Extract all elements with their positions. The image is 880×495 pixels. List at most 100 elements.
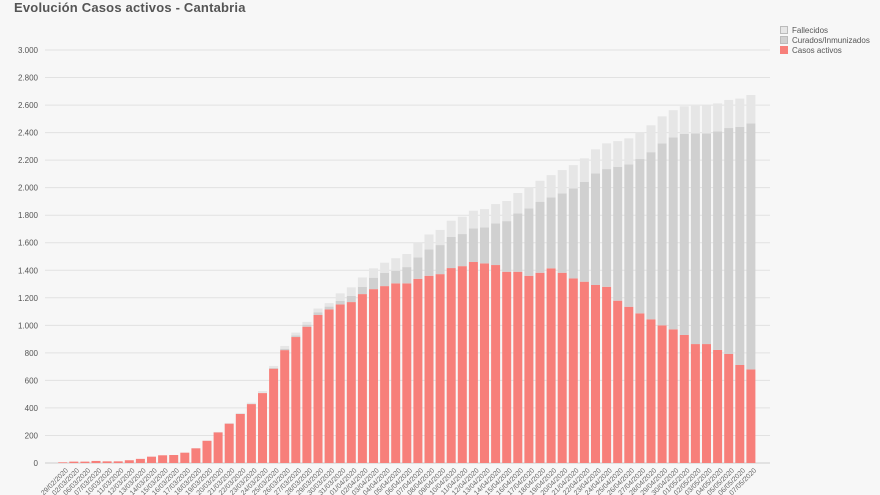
bar-fallecidos[interactable]	[724, 99, 734, 129]
bar-curados-inmunizados[interactable]	[557, 193, 567, 273]
bar-curados-inmunizados[interactable]	[624, 164, 634, 307]
bar-curados-inmunizados[interactable]	[635, 159, 645, 314]
bar-casos-activos[interactable]	[113, 461, 123, 463]
bar-casos-activos[interactable]	[624, 306, 634, 463]
bar-fallecidos[interactable]	[568, 165, 578, 189]
bar-fallecidos[interactable]	[258, 391, 267, 394]
bar-fallecidos[interactable]	[413, 242, 423, 258]
bar-curados-inmunizados[interactable]	[413, 257, 423, 279]
bar-curados-inmunizados[interactable]	[524, 208, 534, 276]
bar-fallecidos[interactable]	[324, 303, 334, 307]
bar-fallecidos[interactable]	[624, 138, 634, 165]
bar-fallecidos[interactable]	[402, 254, 412, 268]
bar-casos-activos[interactable]	[702, 344, 711, 463]
bar-curados-inmunizados[interactable]	[613, 166, 623, 301]
bar-casos-activos[interactable]	[635, 313, 645, 463]
legend-item-curados[interactable]: Curados/Inmunizados	[780, 35, 870, 45]
bar-curados-inmunizados[interactable]	[313, 312, 323, 316]
bar-fallecidos[interactable]	[357, 277, 367, 287]
bar-casos-activos[interactable]	[535, 272, 545, 463]
bar-curados-inmunizados[interactable]	[391, 270, 401, 284]
bar-casos-activos[interactable]	[324, 309, 334, 463]
bar-fallecidos[interactable]	[557, 170, 567, 194]
bar-casos-activos[interactable]	[202, 440, 212, 463]
bar-casos-activos[interactable]	[224, 423, 234, 463]
bar-fallecidos[interactable]	[380, 262, 390, 273]
bar-curados-inmunizados[interactable]	[280, 348, 290, 351]
bar-fallecidos[interactable]	[513, 193, 523, 214]
bar-curados-inmunizados[interactable]	[346, 296, 356, 303]
bar-fallecidos[interactable]	[335, 293, 345, 301]
bar-casos-activos[interactable]	[668, 329, 678, 463]
bar-fallecidos[interactable]	[657, 116, 667, 144]
bar-casos-activos[interactable]	[58, 462, 68, 463]
bar-casos-activos[interactable]	[313, 315, 323, 463]
bar-curados-inmunizados[interactable]	[668, 137, 678, 330]
bar-casos-activos[interactable]	[468, 262, 478, 463]
bar-fallecidos[interactable]	[280, 345, 290, 349]
bar-curados-inmunizados[interactable]	[380, 272, 390, 287]
bar-fallecidos[interactable]	[269, 365, 279, 369]
bar-casos-activos[interactable]	[235, 413, 245, 463]
bar-casos-activos[interactable]	[135, 458, 145, 463]
bar-fallecidos[interactable]	[579, 158, 589, 182]
bar-fallecidos[interactable]	[546, 175, 556, 198]
bar-casos-activos[interactable]	[302, 326, 312, 463]
bar-fallecidos[interactable]	[446, 220, 456, 237]
bar-casos-activos[interactable]	[557, 272, 567, 463]
bar-curados-inmunizados[interactable]	[502, 221, 512, 272]
bar-curados-inmunizados[interactable]	[513, 213, 523, 272]
bar-curados-inmunizados[interactable]	[291, 335, 301, 338]
bar-curados-inmunizados[interactable]	[535, 201, 545, 273]
bar-casos-activos[interactable]	[246, 404, 256, 463]
bar-curados-inmunizados[interactable]	[402, 267, 412, 284]
bar-fallecidos[interactable]	[302, 321, 312, 325]
bar-curados-inmunizados[interactable]	[302, 324, 312, 327]
bar-fallecidos[interactable]	[613, 141, 623, 167]
bar-casos-activos[interactable]	[413, 278, 423, 463]
bar-casos-activos[interactable]	[80, 461, 90, 463]
bar-casos-activos[interactable]	[724, 353, 734, 463]
bar-fallecidos[interactable]	[591, 149, 600, 174]
bar-fallecidos[interactable]	[313, 308, 323, 313]
bar-fallecidos[interactable]	[491, 204, 501, 224]
bar-fallecidos[interactable]	[635, 132, 645, 160]
bar-fallecidos[interactable]	[235, 412, 245, 414]
bar-curados-inmunizados[interactable]	[480, 227, 489, 264]
bar-curados-inmunizados[interactable]	[546, 197, 556, 269]
bar-casos-activos[interactable]	[480, 263, 489, 463]
bar-curados-inmunizados[interactable]	[369, 277, 378, 290]
bar-fallecidos[interactable]	[679, 106, 689, 134]
bar-casos-activos[interactable]	[357, 294, 367, 463]
bar-fallecidos[interactable]	[346, 287, 356, 297]
bar-fallecidos[interactable]	[246, 402, 256, 405]
bar-fallecidos[interactable]	[391, 258, 401, 271]
bar-casos-activos[interactable]	[191, 448, 201, 463]
bar-casos-activos[interactable]	[158, 455, 168, 463]
bar-casos-activos[interactable]	[91, 460, 101, 463]
bar-fallecidos[interactable]	[468, 210, 478, 229]
bar-curados-inmunizados[interactable]	[735, 126, 745, 365]
bar-casos-activos[interactable]	[424, 275, 434, 463]
bar-fallecidos[interactable]	[735, 98, 745, 127]
bar-curados-inmunizados[interactable]	[468, 228, 478, 263]
bar-curados-inmunizados[interactable]	[713, 131, 723, 350]
bar-fallecidos[interactable]	[668, 110, 678, 138]
bar-casos-activos[interactable]	[380, 286, 390, 463]
bar-fallecidos[interactable]	[702, 105, 711, 134]
bar-curados-inmunizados[interactable]	[591, 173, 600, 285]
legend-item-casos-activos[interactable]: Casos activos	[780, 45, 870, 55]
bar-fallecidos[interactable]	[502, 201, 512, 222]
bar-curados-inmunizados[interactable]	[657, 143, 667, 326]
bar-casos-activos[interactable]	[579, 281, 589, 463]
bar-curados-inmunizados[interactable]	[579, 181, 589, 282]
bar-casos-activos[interactable]	[391, 283, 401, 463]
bar-casos-activos[interactable]	[69, 461, 79, 463]
bar-casos-activos[interactable]	[457, 266, 467, 463]
bar-casos-activos[interactable]	[524, 275, 534, 463]
bar-fallecidos[interactable]	[291, 332, 301, 336]
bar-fallecidos[interactable]	[535, 180, 545, 202]
bar-fallecidos[interactable]	[646, 125, 656, 153]
bar-casos-activos[interactable]	[335, 304, 345, 463]
bar-casos-activos[interactable]	[502, 271, 512, 463]
